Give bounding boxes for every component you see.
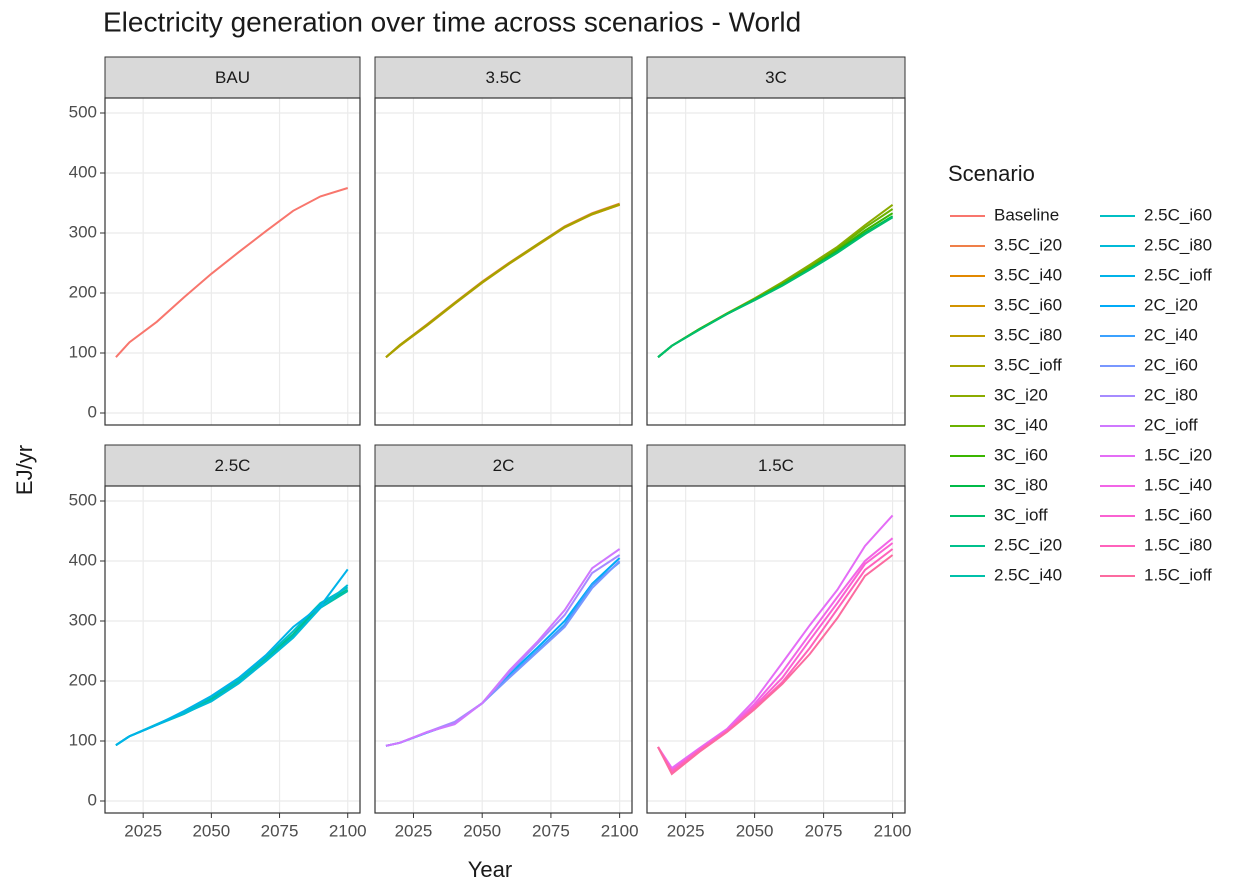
y-tick-label: 0 <box>88 402 97 421</box>
y-tick-label: 100 <box>69 730 97 749</box>
panel-background <box>105 98 360 425</box>
legend-label: 3.5C_i20 <box>994 235 1062 254</box>
strip <box>374 56 633 99</box>
x-tick-label: 2025 <box>395 821 433 840</box>
legend-label: 2C_ioff <box>1144 415 1198 434</box>
legend-label: 3C_i60 <box>994 445 1048 464</box>
legend-title: Scenario <box>948 161 1035 186</box>
line <box>657 554 894 776</box>
legend-label: 1.5C_ioff <box>1144 565 1212 584</box>
strip <box>646 56 906 99</box>
legend-label: 2C_i60 <box>1144 355 1198 374</box>
legend-label: 2.5C_i80 <box>1144 235 1212 254</box>
y-tick-label: 300 <box>69 222 97 241</box>
y-tick-label: 100 <box>69 342 97 361</box>
y-tick-label: 400 <box>69 162 97 181</box>
panel-border <box>374 485 633 814</box>
line <box>385 203 620 358</box>
panel-border <box>646 97 906 426</box>
y-tick-label: 500 <box>69 490 97 509</box>
line <box>657 216 894 358</box>
legend-label: 2.5C_i40 <box>994 565 1062 584</box>
legend-label: 3C_i20 <box>994 385 1048 404</box>
x-tick-label: 2100 <box>601 821 639 840</box>
strip-label: 1.5C <box>758 456 794 475</box>
y-tick-label: 400 <box>69 550 97 569</box>
legend-label: 3C_ioff <box>994 505 1048 524</box>
x-tick-label: 2075 <box>532 821 570 840</box>
legend-label: 2.5C_i20 <box>994 535 1062 554</box>
chart-title: Electricity generation over time across … <box>103 6 801 37</box>
legend-label: 3.5C_i80 <box>994 325 1062 344</box>
panel-background <box>375 98 632 425</box>
y-tick-label: 200 <box>69 670 97 689</box>
strip-label: 2C <box>493 456 515 475</box>
line <box>657 514 894 770</box>
strip-label: 3.5C <box>486 68 522 87</box>
line <box>115 568 349 747</box>
x-tick-label: 2050 <box>463 821 501 840</box>
legend-label: 1.5C_i60 <box>1144 505 1212 524</box>
y-axis-title: EJ/yr <box>12 445 37 495</box>
panel-border <box>374 97 633 426</box>
legend-label: 3C_i40 <box>994 415 1048 434</box>
legend-label: 1.5C_i40 <box>1144 475 1212 494</box>
legend-label: 2C_i20 <box>1144 295 1198 314</box>
legend-label: 3C_i80 <box>994 475 1048 494</box>
legend-label: 2C_i80 <box>1144 385 1198 404</box>
strip <box>104 444 361 487</box>
panel-background <box>647 98 905 425</box>
strip-label: BAU <box>215 68 250 87</box>
strip <box>646 444 906 487</box>
y-tick-label: 300 <box>69 610 97 629</box>
x-tick-label: 2075 <box>805 821 843 840</box>
legend-label: 2.5C_ioff <box>1144 265 1212 284</box>
line <box>115 187 349 358</box>
line <box>385 548 621 747</box>
x-tick-label: 2100 <box>329 821 367 840</box>
panel-border <box>646 485 906 814</box>
legend-label: 1.5C_i80 <box>1144 535 1212 554</box>
strip-label: 2.5C <box>215 456 251 475</box>
x-tick-label: 2050 <box>192 821 230 840</box>
panel-background <box>375 486 632 813</box>
x-axis-title: Year <box>468 857 512 882</box>
x-tick-label: 2100 <box>874 821 912 840</box>
panel-border <box>104 97 361 426</box>
x-tick-label: 2050 <box>736 821 774 840</box>
legend-label: 3.5C_i60 <box>994 295 1062 314</box>
legend-label: 1.5C_i20 <box>1144 445 1212 464</box>
strip <box>374 444 633 487</box>
panel-background <box>105 486 360 813</box>
panel-border <box>104 485 361 814</box>
strip-label: 3C <box>765 68 787 87</box>
legend-label: 3.5C_ioff <box>994 355 1062 374</box>
x-tick-label: 2025 <box>124 821 162 840</box>
y-tick-label: 500 <box>69 102 97 121</box>
strip <box>104 56 361 99</box>
line <box>657 548 894 774</box>
y-tick-label: 0 <box>88 790 97 809</box>
legend-label: 2.5C_i60 <box>1144 205 1212 224</box>
x-tick-label: 2025 <box>667 821 705 840</box>
legend-label: Baseline <box>994 205 1059 224</box>
legend-label: 2C_i40 <box>1144 325 1198 344</box>
x-tick-label: 2075 <box>261 821 299 840</box>
legend-label: 3.5C_i40 <box>994 265 1062 284</box>
y-tick-label: 200 <box>69 282 97 301</box>
